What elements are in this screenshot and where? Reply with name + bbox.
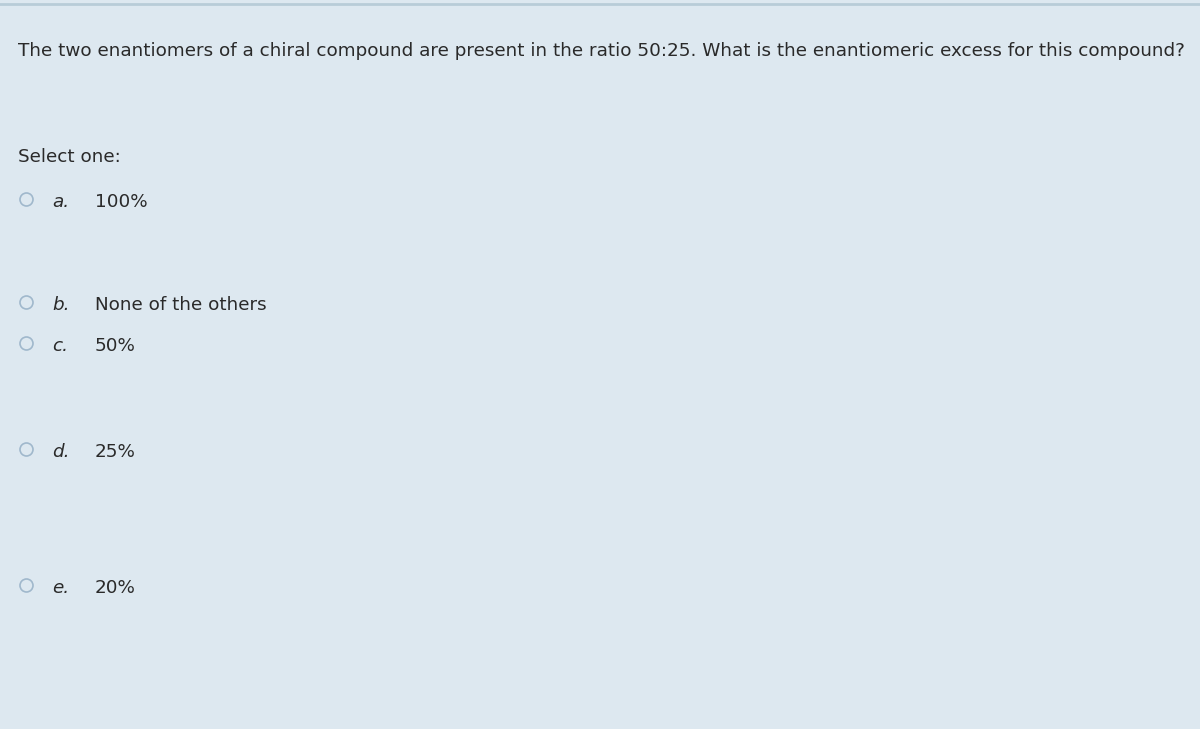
- Text: The two enantiomers of a chiral compound are present in the ratio 50:25. What is: The two enantiomers of a chiral compound…: [18, 42, 1184, 60]
- Text: None of the others: None of the others: [95, 296, 266, 314]
- Circle shape: [20, 337, 34, 350]
- Circle shape: [20, 579, 34, 592]
- Text: 50%: 50%: [95, 337, 136, 355]
- Text: 100%: 100%: [95, 193, 148, 211]
- Text: 20%: 20%: [95, 579, 136, 597]
- Circle shape: [20, 296, 34, 309]
- Text: 25%: 25%: [95, 443, 136, 461]
- Circle shape: [20, 193, 34, 206]
- Text: e.: e.: [52, 579, 70, 597]
- Text: Select one:: Select one:: [18, 148, 121, 166]
- Circle shape: [20, 443, 34, 456]
- Text: b.: b.: [52, 296, 70, 314]
- Text: d.: d.: [52, 443, 70, 461]
- Text: a.: a.: [52, 193, 70, 211]
- Text: c.: c.: [52, 337, 68, 355]
